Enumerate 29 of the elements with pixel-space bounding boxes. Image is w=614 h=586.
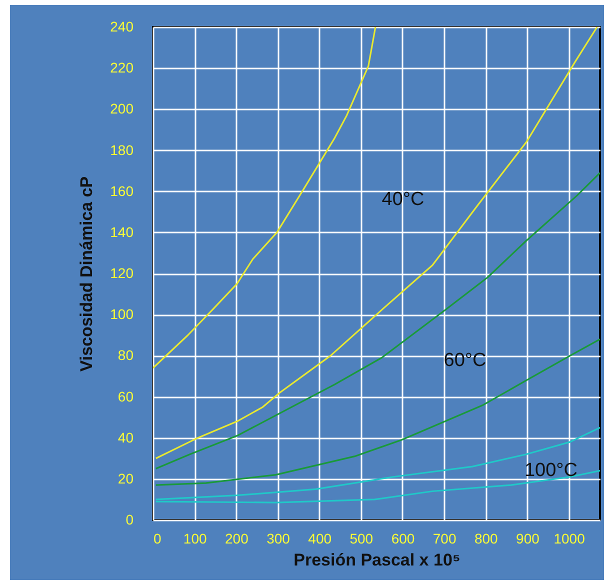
x-axis-title: Presión Pascal x 10⁵ (294, 550, 460, 570)
x-tick-label: 500 (350, 530, 374, 546)
x-tick-label: 400 (308, 530, 332, 546)
x-tick-label: 0 (154, 530, 162, 546)
y-tick-label: 20 (118, 470, 134, 486)
line-series (153, 27, 376, 369)
y-tick-label: 40 (118, 429, 134, 446)
y-tick-label: 60 (118, 388, 134, 404)
x-tick-label: 600 (391, 530, 415, 546)
y-tick-label: 140 (110, 224, 134, 240)
line-series (155, 27, 598, 460)
y-tick-label: 160 (110, 182, 134, 199)
x-tick-label: 1000 (554, 530, 586, 546)
y-tick-label: 200 (110, 100, 134, 117)
x-tick-label: 300 (266, 530, 290, 546)
y-tick-label: 220 (110, 60, 134, 76)
y-tick-label: 80 (118, 347, 134, 364)
x-tick-label: 100 (183, 530, 207, 546)
y-tick-label: 100 (110, 306, 134, 322)
y-tick-label: 240 (110, 18, 134, 34)
x-tick-label: 700 (432, 530, 456, 546)
x-tick-label: 800 (474, 530, 498, 546)
line-series (155, 338, 600, 486)
y-tick-label: 180 (110, 142, 134, 158)
y-axis-title: Viscosidad Dinámica cP (77, 176, 96, 372)
x-tick-label: 900 (516, 530, 540, 546)
y-tick-label: 120 (110, 265, 134, 281)
y-tick-label: 0 (126, 512, 134, 528)
x-tick-label: 200 (224, 530, 249, 546)
